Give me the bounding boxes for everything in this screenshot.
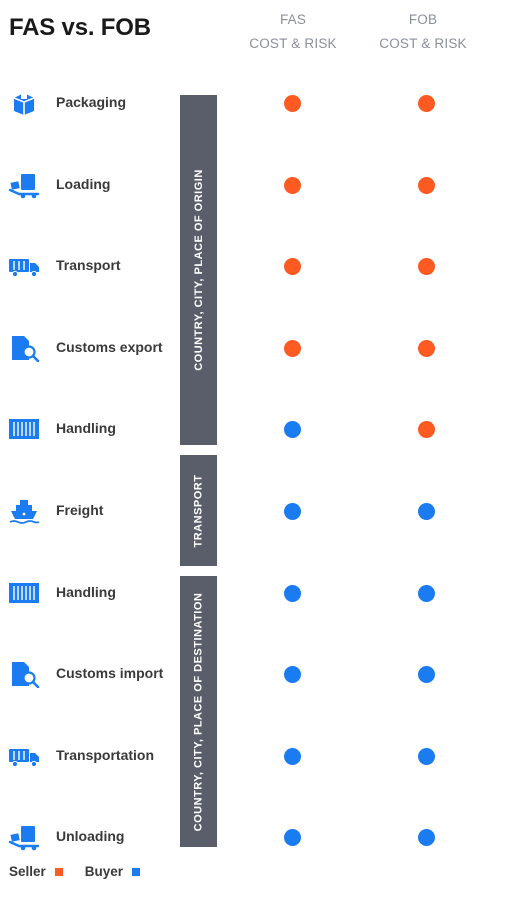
table-row: Customs export — [0, 328, 530, 368]
table-row: Handling — [0, 409, 530, 449]
column-header-fob: FOB COST & RISK — [363, 8, 483, 56]
loading-icon — [8, 171, 40, 199]
column-header-fob-name: FOB — [408, 12, 438, 27]
fob-seller-dot — [418, 95, 435, 112]
table-row: Freight — [0, 491, 530, 531]
column-header-fob-sub: COST & RISK — [379, 36, 467, 51]
customs-icon — [8, 334, 40, 362]
table-row: Unloading — [0, 817, 530, 857]
loading-icon — [8, 823, 40, 851]
table-row: Transportation — [0, 736, 530, 776]
row-label: Handling — [56, 583, 116, 600]
fob-seller-dot — [418, 258, 435, 276]
truck-icon — [8, 742, 40, 770]
legend-buyer-label: Buyer — [84, 864, 124, 879]
band-origin: COUNTRY, CITY, PLACE OF ORIGIN — [180, 95, 217, 445]
fas-buyer-dot — [284, 503, 301, 520]
table-row: Customs import — [0, 654, 530, 694]
fob-seller-dot — [418, 176, 435, 194]
row-label: Unloading — [56, 828, 125, 845]
row-label: Freight — [56, 502, 104, 518]
legend: Seller Buyer — [9, 864, 162, 879]
row-label: Handling — [56, 420, 116, 437]
row-label: Transport — [56, 257, 121, 274]
fas-buyer-dot — [284, 747, 301, 765]
fob-buyer-dot — [418, 747, 435, 765]
fob-buyer-dot — [418, 666, 435, 684]
band-destination-label: COUNTRY, CITY, PLACE OF DESTINATION — [192, 592, 205, 831]
package-icon — [8, 89, 40, 117]
column-header-fas-sub: COST & RISK — [249, 36, 337, 51]
row-label: Transportation — [56, 746, 155, 763]
legend-buyer-swatch — [132, 867, 141, 876]
fas-buyer-dot — [284, 584, 301, 602]
fas-seller-dot — [284, 258, 301, 276]
fas-seller-dot — [284, 339, 301, 357]
band-transport: TRANSPORT — [180, 455, 217, 566]
row-label: Packaging — [56, 94, 127, 110]
legend-seller-label: Seller — [9, 864, 46, 879]
fas-buyer-dot — [284, 666, 301, 684]
table-row: Loading — [0, 165, 530, 205]
row-label: Customs import — [56, 665, 164, 682]
fob-seller-dot — [418, 339, 435, 357]
container-icon — [8, 415, 40, 443]
fas-seller-dot — [284, 176, 301, 194]
fob-buyer-dot — [418, 829, 435, 847]
ship-icon — [8, 497, 40, 525]
column-header-fas-name: FAS — [279, 12, 307, 27]
legend-seller-swatch — [54, 867, 63, 876]
fas-seller-dot — [284, 95, 301, 112]
page-title: FAS vs. FOB — [9, 14, 151, 41]
fob-buyer-dot — [418, 584, 435, 602]
fas-buyer-dot — [284, 421, 301, 439]
customs-icon — [8, 660, 40, 689]
table-row: Packaging — [0, 83, 530, 123]
row-label: Loading — [56, 175, 111, 192]
fob-seller-dot — [418, 421, 435, 439]
table-row: Transport — [0, 246, 530, 286]
band-destination: COUNTRY, CITY, PLACE OF DESTINATION — [180, 576, 217, 847]
container-icon — [8, 579, 40, 607]
row-label: Customs export — [56, 338, 163, 355]
fob-buyer-dot — [418, 503, 435, 520]
table-row: Handling — [0, 573, 530, 613]
fas-buyer-dot — [284, 829, 301, 847]
column-header-fas: FAS COST & RISK — [233, 8, 353, 56]
truck-icon — [8, 252, 40, 280]
